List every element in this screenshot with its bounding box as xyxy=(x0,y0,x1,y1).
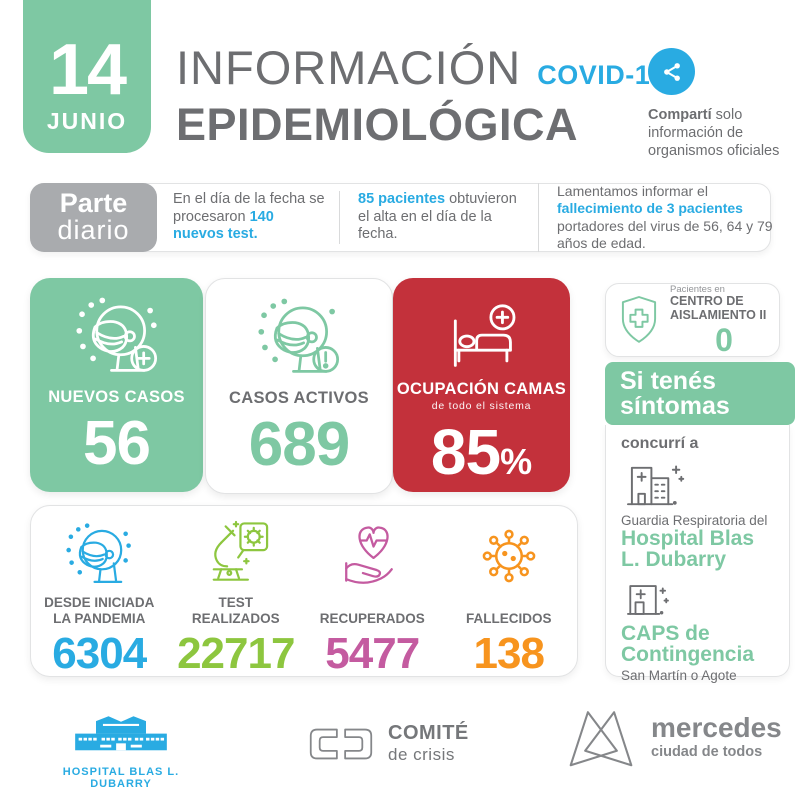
microscope-icon xyxy=(199,518,273,593)
date-badge: 14 JUNIO xyxy=(23,0,151,153)
caps-name-line1: CAPS de xyxy=(621,621,710,645)
total-recovered-value: 5477 xyxy=(325,629,420,678)
title-covid19: COVID-19 xyxy=(537,60,666,90)
masked-person-plus-icon xyxy=(30,292,203,388)
date-month: JUNIO xyxy=(46,108,128,134)
masked-person-alert-icon xyxy=(206,293,392,389)
daily-report-tests: En el día de la fecha se procesaron 140 … xyxy=(173,190,325,243)
guardia-label: Guardia Respiratoria del xyxy=(621,513,768,528)
daily-report-deaths: Lamentamos informar el fallecimiento de … xyxy=(538,183,795,252)
tests-highlight: 140 nuevos test. xyxy=(173,208,274,243)
title-epidemiologica: EPIDEMIOLÓGICA xyxy=(176,99,579,150)
bed-occupancy-value: 85% xyxy=(430,416,533,488)
isolation-label-line1: CENTRO DE xyxy=(670,294,744,309)
shield-cross-icon xyxy=(616,293,662,347)
share-text: Compartí solo información de organismos … xyxy=(648,106,790,160)
hospital-bed-icon xyxy=(393,292,570,380)
date-day: 14 xyxy=(48,30,127,110)
virus-icon xyxy=(475,518,543,593)
pandemic-totals-card: DESDE INICIADA LA PANDEMIA 6304 xyxy=(30,505,578,677)
percent-sign: % xyxy=(500,441,533,482)
comite-crisis-icon xyxy=(309,728,373,759)
page-title: INFORMACIÓN COVID-19 EPIDEMIOLÓGICA xyxy=(176,40,666,151)
heart-in-hand-icon xyxy=(334,518,410,593)
total-since-pandemic-value: 6304 xyxy=(52,629,147,678)
masked-person-icon xyxy=(62,518,136,593)
isolation-label-line2: AISLAMIENTO II xyxy=(670,308,767,322)
share-text-rest: solo información de organismos oficiales xyxy=(648,107,780,160)
total-tests: TEST REALIZADOS 22717 xyxy=(168,506,305,676)
symptoms-title-line1: Si tenés xyxy=(620,366,716,395)
comite-crisis-logo-block: COMITÉ de crisis xyxy=(308,722,469,765)
daily-report-label-bold: Parte xyxy=(59,187,128,218)
symptoms-panel: concurrí a Guardia Respiratoria del Hosp… xyxy=(605,425,790,683)
active-cases-label: CASOS ACTIVOS xyxy=(229,389,369,407)
hospital-building-icon xyxy=(621,460,783,512)
share-note: Compartí solo información de organismos … xyxy=(648,48,790,160)
hospital-logo-label: HOSPITAL BLAS L. DUBARRY xyxy=(62,766,180,790)
comite-label-line2: de crisis xyxy=(388,745,455,764)
total-since-pandemic: DESDE INICIADA LA PANDEMIA 6304 xyxy=(31,506,168,676)
daily-report-label: Parte diario xyxy=(30,183,157,252)
hospital-building-logo xyxy=(75,716,167,751)
isolation-small-label: Pacientes en xyxy=(670,284,725,296)
symptoms-lead: concurrí a xyxy=(621,435,699,452)
total-deaths: FALLECIDOS 138 xyxy=(441,506,578,676)
comite-label-line1: COMITÉ xyxy=(388,722,469,744)
symptoms-header: Si tenés síntomas xyxy=(605,362,795,425)
mercedes-logo-block: mercedes ciudad de todos xyxy=(565,706,782,768)
total-tests-value: 22717 xyxy=(177,629,295,678)
hospital-logo-block: HOSPITAL BLAS L. DUBARRY xyxy=(46,710,196,790)
total-deaths-value: 138 xyxy=(473,629,545,678)
symptoms-title-line2: síntomas xyxy=(620,391,730,420)
mercedes-label: mercedes xyxy=(651,712,782,743)
caps-building-icon xyxy=(621,578,783,622)
mercedes-sublabel: ciudad de todos xyxy=(651,744,763,760)
discharges-highlight: 85 pacientes xyxy=(358,190,446,207)
daily-report-bar: Parte diario En el día de la fecha se pr… xyxy=(30,183,773,252)
bed-occupancy-sublabel: de todo el sistema xyxy=(431,400,532,412)
active-cases-value: 689 xyxy=(248,410,350,479)
new-cases-card: NUEVOS CASOS 56 xyxy=(30,278,203,492)
active-cases-card: CASOS ACTIVOS 689 xyxy=(205,278,393,494)
share-icon xyxy=(648,48,695,95)
share-text-bold: Compartí xyxy=(648,107,712,123)
title-informacion: INFORMACIÓN xyxy=(176,41,522,94)
new-cases-label: NUEVOS CASOS xyxy=(48,388,185,406)
isolation-value: 0 xyxy=(715,321,733,358)
new-cases-value: 56 xyxy=(83,409,151,478)
deaths-highlight: fallecimiento de 3 pacientes xyxy=(557,200,743,217)
mercedes-m-icon xyxy=(569,711,633,767)
bed-occupancy-label: OCUPACIÓN CAMAS xyxy=(396,380,567,398)
bed-occupancy-card: OCUPACIÓN CAMAS de todo el sistema 85% xyxy=(393,278,570,492)
hospital-name-line2: L. Dubarry xyxy=(621,548,727,572)
isolation-center-card: Pacientes en CENTRO DE AISLAMIENTO II 0 xyxy=(605,283,780,357)
hospital-name-line1: Hospital Blas xyxy=(621,527,755,550)
daily-report-label-light: diario xyxy=(57,215,130,246)
caps-address: San Martín o Agote xyxy=(621,667,737,683)
caps-name-line2: Contingencia xyxy=(621,643,755,667)
daily-report-discharges: 85 pacientes obtuvieron el alta en el dí… xyxy=(339,190,522,245)
total-recovered: RECUPERADOS 5477 xyxy=(304,506,441,676)
